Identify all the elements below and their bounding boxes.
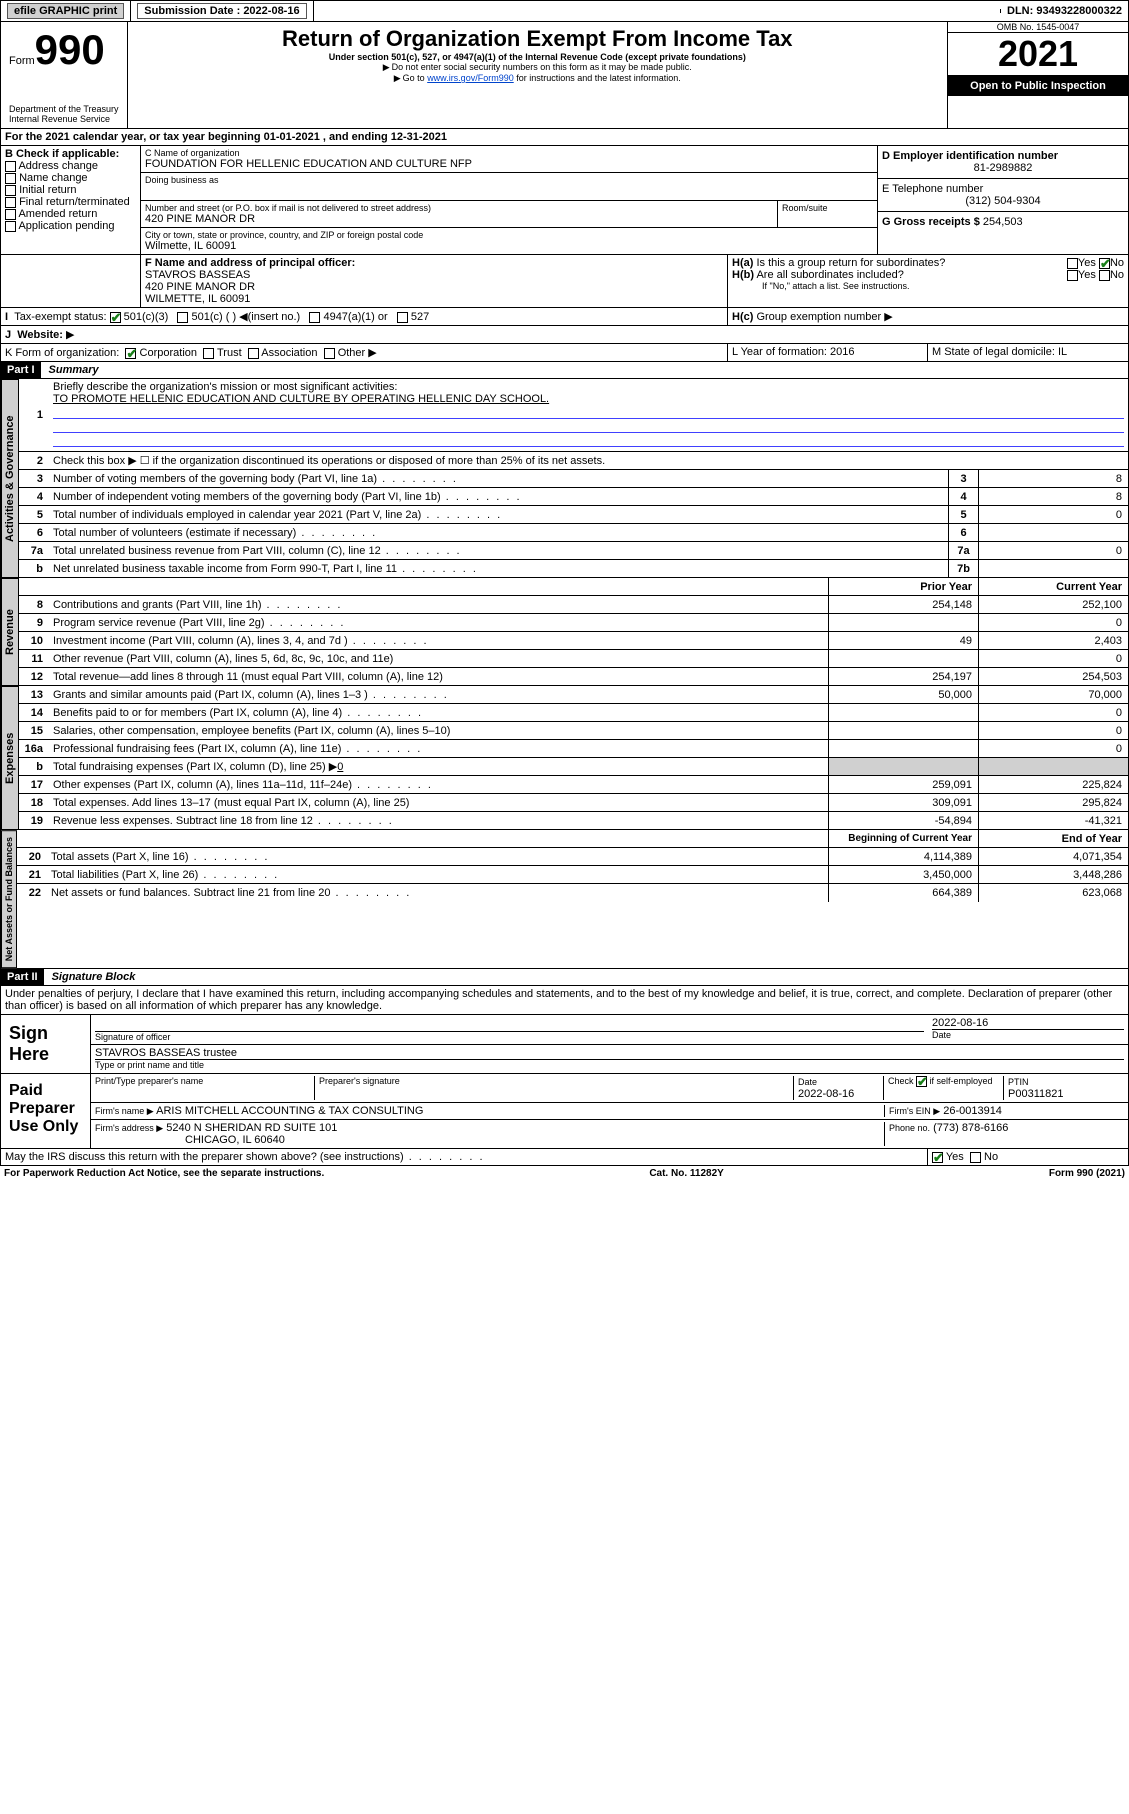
footer: For Paperwork Reduction Act Notice, see … (0, 1166, 1129, 1181)
tax-year: 2021 (948, 33, 1128, 76)
ein: 81-2989882 (882, 162, 1124, 174)
tab-governance: Activities & Governance (1, 379, 19, 578)
submission-date: Submission Date : 2022-08-16 (137, 3, 306, 19)
irs-link[interactable]: www.irs.gov/Form990 (427, 73, 514, 83)
title-row: Form990 Department of the Treasury Inter… (0, 22, 1129, 129)
org-name: FOUNDATION FOR HELLENIC EDUCATION AND CU… (145, 158, 873, 170)
tab-netassets: Net Assets or Fund Balances (1, 830, 17, 968)
part1-header: Part I (1, 362, 41, 378)
form-title: Return of Organization Exempt From Incom… (132, 26, 943, 52)
gross-receipts: 254,503 (983, 216, 1023, 228)
line-a: For the 2021 calendar year, or tax year … (1, 129, 1128, 145)
topbar: efile GRAPHIC print Submission Date : 20… (0, 0, 1129, 22)
tab-revenue: Revenue (1, 578, 19, 686)
part2-header: Part II (1, 969, 44, 985)
efile-button[interactable]: efile GRAPHIC print (7, 3, 124, 19)
header-block: B Check if applicable: Address change Na… (0, 146, 1129, 255)
phone: (312) 504-9304 (882, 195, 1124, 207)
dln: DLN: 93493228000322 (1001, 3, 1128, 19)
tab-expenses: Expenses (1, 686, 19, 830)
declaration: Under penalties of perjury, I declare th… (0, 986, 1129, 1015)
form-id: Form990 Department of the Treasury Inter… (1, 22, 128, 128)
